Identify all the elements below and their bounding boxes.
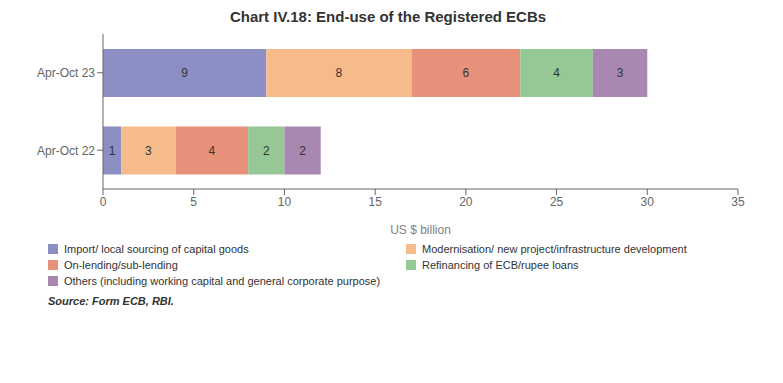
html-text:Source: Form ECB, RBI.: Source: Form ECB, RBI. <box>48 295 174 307</box>
svg-text:4: 4 <box>209 144 216 158</box>
svg-text:35: 35 <box>731 195 745 209</box>
svg-text:US $ billion: US $ billion <box>390 223 451 237</box>
svg-text:4: 4 <box>553 66 560 80</box>
svg-text:20: 20 <box>459 195 473 209</box>
html-text:Others (including working capi: Others (including working capital and ge… <box>64 275 381 287</box>
svg-text:0: 0 <box>100 195 107 209</box>
svg-text:8: 8 <box>336 66 343 80</box>
svg-text:2: 2 <box>263 144 270 158</box>
svg-text:5: 5 <box>190 195 197 209</box>
svg-text:3: 3 <box>145 144 152 158</box>
html-text:Import/ local sourcing of capi: Import/ local sourcing of capital goods <box>64 243 249 255</box>
svg-text:15: 15 <box>368 195 382 209</box>
html-text:Refinancing of ECB/rupee loans: Refinancing of ECB/rupee loans <box>422 259 579 271</box>
html-text:Chart IV.18: End-use of the Re: Chart IV.18: End-use of the Registered E… <box>229 8 547 25</box>
svg-text:Apr-Oct 23: Apr-Oct 23 <box>37 66 95 80</box>
svg-text:10: 10 <box>278 195 292 209</box>
svg-text:25: 25 <box>550 195 564 209</box>
svg-text:3: 3 <box>617 66 624 80</box>
svg-text:6: 6 <box>463 66 470 80</box>
svg-text:30: 30 <box>641 195 655 209</box>
html-text:On-lending/sub-lending: On-lending/sub-lending <box>64 259 178 271</box>
svg-text:2: 2 <box>299 144 306 158</box>
html-text:Modernisation/ new project/inf: Modernisation/ new project/infrastructur… <box>422 243 687 255</box>
svg-text:1: 1 <box>109 144 116 158</box>
svg-text:9: 9 <box>181 66 188 80</box>
svg-text:Apr-Oct 22: Apr-Oct 22 <box>37 144 95 158</box>
